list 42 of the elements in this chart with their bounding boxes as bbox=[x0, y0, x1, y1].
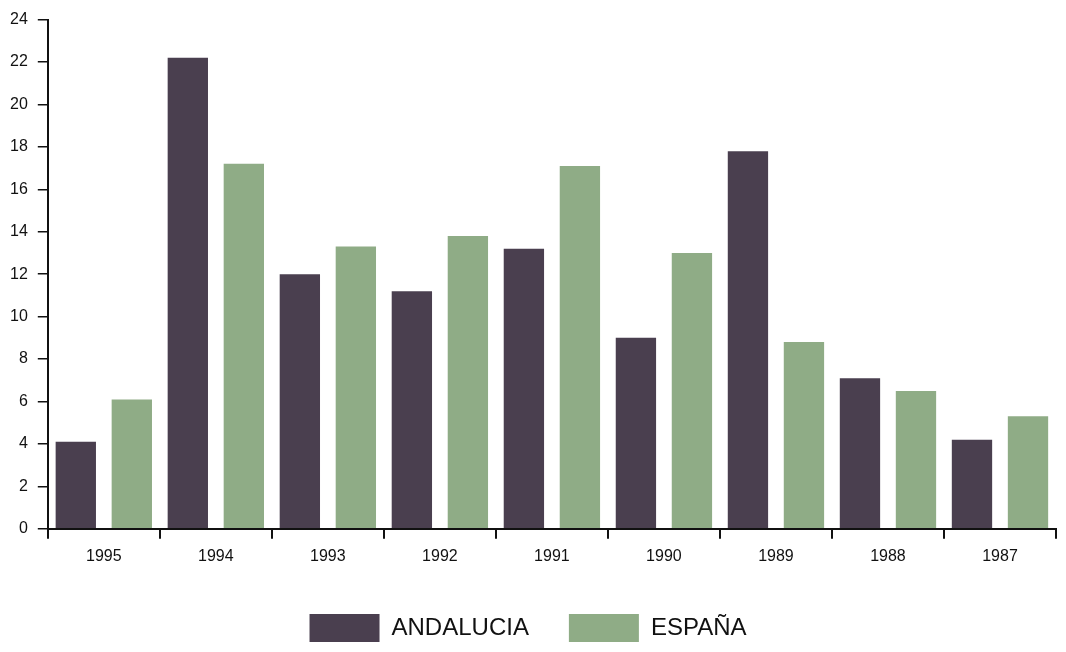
bar bbox=[111, 399, 152, 529]
y-tick-label: 6 bbox=[18, 391, 28, 409]
bar bbox=[223, 163, 264, 529]
y-tick-label: 12 bbox=[10, 264, 28, 282]
bar bbox=[167, 57, 208, 529]
y-tick-label: 20 bbox=[10, 94, 28, 112]
x-tick-label: 1991 bbox=[534, 546, 570, 564]
y-tick-label: 18 bbox=[10, 137, 28, 155]
y-tick-label: 8 bbox=[18, 349, 28, 367]
x-tick-label: 1989 bbox=[758, 546, 794, 564]
y-tick-label: 14 bbox=[10, 222, 28, 240]
bar bbox=[727, 151, 769, 529]
x-tick-label: 1994 bbox=[198, 546, 234, 564]
bar bbox=[783, 342, 825, 529]
bar bbox=[951, 439, 993, 529]
x-tick-label: 1992 bbox=[422, 546, 458, 564]
y-tick-label: 16 bbox=[10, 179, 28, 197]
bar bbox=[279, 274, 321, 529]
bar bbox=[1007, 416, 1049, 529]
y-tick-label: 10 bbox=[10, 307, 28, 325]
bar bbox=[447, 236, 489, 529]
y-tick-label: 22 bbox=[10, 52, 28, 70]
x-tick-label: 1988 bbox=[870, 546, 906, 564]
bar bbox=[503, 248, 545, 529]
bar bbox=[615, 337, 657, 529]
bar bbox=[335, 246, 377, 529]
bar bbox=[55, 441, 96, 529]
y-tick-label: 4 bbox=[18, 434, 28, 452]
y-tick-label: 24 bbox=[10, 10, 28, 28]
legend-label: ESPAÑA bbox=[650, 612, 747, 640]
legend-label: ANDALUCIA bbox=[391, 612, 529, 640]
bar bbox=[559, 166, 601, 529]
bar bbox=[839, 378, 881, 529]
bar bbox=[391, 291, 433, 529]
y-tick-label: 2 bbox=[18, 476, 28, 494]
x-tick-label: 1995 bbox=[86, 546, 122, 564]
x-tick-label: 1987 bbox=[982, 546, 1018, 564]
bar bbox=[895, 390, 937, 529]
y-tick-label: 0 bbox=[18, 519, 28, 537]
bar bbox=[671, 252, 713, 529]
x-tick-label: 1990 bbox=[646, 546, 682, 564]
x-tick-label: 1993 bbox=[310, 546, 346, 564]
